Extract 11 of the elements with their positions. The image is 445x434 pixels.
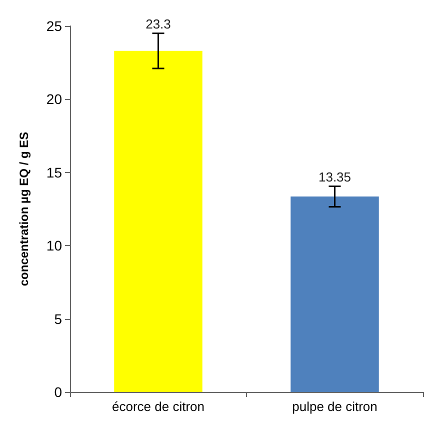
y-tick-label: 25 [46,18,62,34]
x-tick-label: pulpe de citron [292,399,378,414]
data-label: 23.3 [146,16,171,32]
x-tick-label: écorce de citron [112,399,204,414]
y-axis-title: concentration µg EQ / g ES [17,132,31,286]
y-tick-label: 5 [54,310,62,327]
y-tick-label: 20 [46,91,62,108]
data-label: 13.35 [318,169,352,184]
y-tick-label: 15 [46,164,62,180]
y-tick-label: 0 [54,384,62,400]
y-tick-label: 10 [46,238,62,254]
